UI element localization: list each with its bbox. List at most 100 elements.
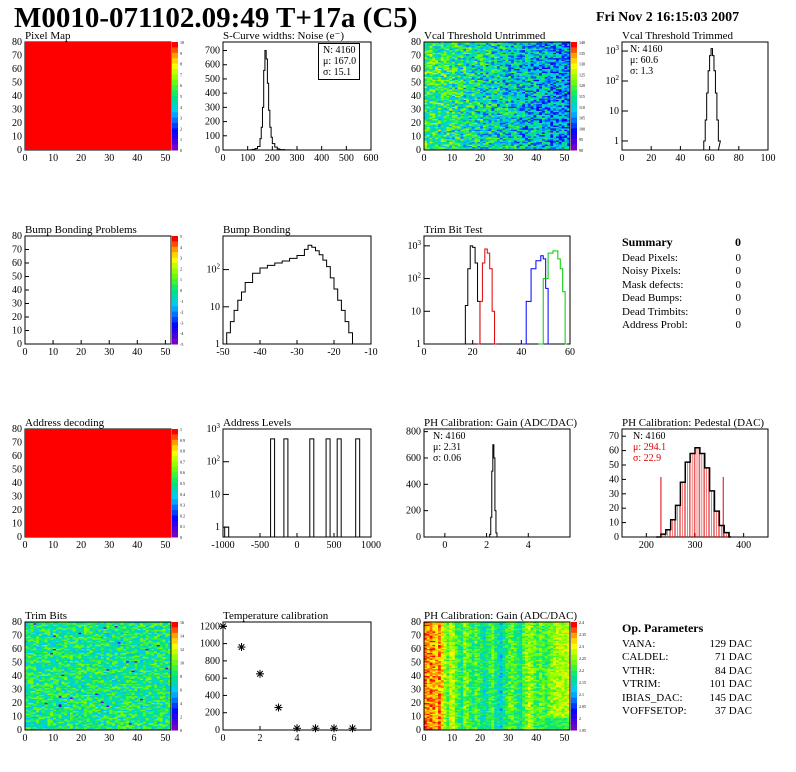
heatmap-cell xyxy=(480,127,484,129)
heatmap-cell xyxy=(463,131,467,133)
heatmap-cell xyxy=(30,638,34,640)
heatmap-cell xyxy=(550,110,554,113)
heatmap-cell xyxy=(460,59,464,62)
heatmap-cell xyxy=(468,102,473,105)
heatmap-cell xyxy=(502,101,506,104)
heatmap-cell xyxy=(499,140,503,143)
heatmap-cell xyxy=(547,43,551,45)
heatmap-cell xyxy=(452,47,456,50)
x-tick-label: 20 xyxy=(76,347,86,358)
heatmap-cell xyxy=(567,104,571,106)
heatmap-cell xyxy=(553,118,557,121)
heatmap-cell xyxy=(550,50,554,52)
heatmap-cell xyxy=(536,129,540,132)
heatmap-cell xyxy=(550,129,554,132)
heatmap-cell xyxy=(463,137,467,140)
heatmap-cell xyxy=(480,87,484,90)
heatmap-cell xyxy=(547,109,551,112)
heatmap-cell xyxy=(463,74,467,77)
heatmap-cell xyxy=(558,54,562,56)
heatmap-cell xyxy=(511,117,515,120)
heatmap-cell xyxy=(485,132,489,135)
heatmap-cell xyxy=(460,78,464,81)
heatmap-cell xyxy=(539,48,543,51)
heatmap-cell xyxy=(30,701,34,704)
heatmap-cell xyxy=(522,67,526,70)
heatmap-cell xyxy=(477,113,481,116)
heatmap-cell xyxy=(432,141,436,144)
heatmap-cell xyxy=(516,48,520,51)
palette-cell xyxy=(172,434,178,441)
heatmap-cell xyxy=(474,121,478,124)
heatmap-cell xyxy=(499,75,503,78)
heatmap-cell xyxy=(449,50,453,52)
heatmap-cell xyxy=(536,79,540,82)
heatmap-cell xyxy=(477,120,481,122)
heatmap-cell xyxy=(432,73,436,75)
heatmap-cell xyxy=(446,110,450,113)
heatmap-cell xyxy=(485,112,489,114)
heatmap-cell xyxy=(468,50,473,52)
heatmap-cell xyxy=(452,132,456,135)
heatmap-cell xyxy=(446,79,450,82)
heatmap-cell xyxy=(424,108,428,110)
heatmap-cell xyxy=(525,87,529,90)
heatmap-cell xyxy=(432,127,436,129)
heatmap-cell xyxy=(482,109,487,112)
heatmap-cell xyxy=(513,96,517,98)
heatmap-cell xyxy=(553,147,557,149)
heatmap-cell xyxy=(519,123,523,125)
heatmap-cell xyxy=(432,47,436,50)
palette-cell xyxy=(172,531,178,538)
heatmap-cell xyxy=(513,50,517,52)
heatmap-cell xyxy=(424,60,428,63)
heatmap-cell xyxy=(480,131,484,133)
heatmap-cell xyxy=(25,635,29,638)
heatmap-cell xyxy=(30,661,34,663)
heatmap-cell xyxy=(553,125,557,128)
heatmap-cell xyxy=(550,51,554,54)
heatmap-cell xyxy=(438,83,442,86)
heatmap-cell xyxy=(499,110,503,113)
heatmap-cell xyxy=(499,42,503,44)
heatmap-cell xyxy=(471,42,475,44)
heatmap-cell xyxy=(454,144,458,147)
heatmap-cell xyxy=(435,74,439,77)
heatmap-cell xyxy=(438,108,442,110)
heatmap-cell xyxy=(522,87,526,90)
heatmap-cell xyxy=(525,42,529,44)
heatmap-cell xyxy=(426,82,430,85)
heatmap-cell xyxy=(27,712,31,715)
heatmap-cell xyxy=(446,129,450,132)
heatmap-cell xyxy=(454,66,458,68)
heatmap-cell xyxy=(25,671,29,674)
heatmap-cell xyxy=(468,46,473,48)
heatmap-cell xyxy=(443,147,447,149)
heatmap-cell xyxy=(553,52,557,55)
heatmap-cell xyxy=(25,725,29,728)
heatmap-cell xyxy=(530,44,534,47)
heatmap-cell xyxy=(438,54,442,56)
heatmap-cell xyxy=(33,624,37,627)
heatmap-cell xyxy=(466,141,470,144)
heatmap-cell xyxy=(505,73,509,75)
heatmap-cell xyxy=(530,137,534,140)
x-tick-label: 20 xyxy=(468,347,478,358)
heatmap-cell xyxy=(561,71,565,74)
palette-cell xyxy=(571,85,577,92)
heatmap-cell xyxy=(502,117,506,120)
heatmap-cell xyxy=(561,139,565,141)
heatmap-cell xyxy=(438,124,442,126)
heatmap-cell xyxy=(550,118,554,121)
heatmap-cell xyxy=(544,66,548,68)
heatmap-cell xyxy=(522,74,526,77)
heatmap-cell xyxy=(25,650,29,652)
heatmap-cell xyxy=(454,43,458,45)
heatmap-cell xyxy=(30,684,34,686)
heatmap-cell xyxy=(519,147,523,149)
heatmap-cell xyxy=(533,74,537,77)
heatmap-cell xyxy=(505,62,509,64)
heatmap-cell xyxy=(544,67,548,70)
heatmap-cell xyxy=(27,647,31,650)
heatmap-cell xyxy=(440,123,444,125)
